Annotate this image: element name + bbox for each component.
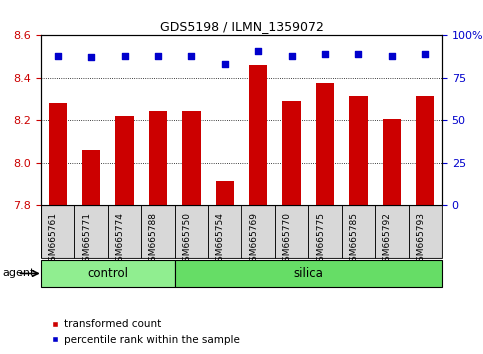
Text: GSM665792: GSM665792: [383, 212, 392, 267]
Point: [54, 53, 62, 59]
Bar: [242, 205, 275, 258]
Point: [288, 53, 296, 59]
Text: GSM665754: GSM665754: [216, 212, 225, 267]
Bar: [175, 205, 208, 258]
Bar: [115, 116, 134, 205]
Point: [388, 53, 396, 59]
Bar: [416, 96, 434, 205]
Bar: [208, 205, 242, 258]
Bar: [283, 101, 301, 205]
Point: [154, 53, 162, 59]
Point: [187, 53, 195, 59]
Bar: [383, 119, 401, 205]
Bar: [215, 181, 234, 205]
Point: [355, 51, 362, 57]
Text: silica: silica: [293, 267, 323, 280]
Bar: [316, 83, 334, 205]
Bar: [149, 111, 167, 205]
Bar: [82, 150, 100, 205]
Legend: transformed count, percentile rank within the sample: transformed count, percentile rank withi…: [46, 315, 244, 349]
Bar: [41, 260, 175, 287]
Text: GSM665793: GSM665793: [416, 212, 425, 267]
Title: GDS5198 / ILMN_1359072: GDS5198 / ILMN_1359072: [159, 20, 324, 33]
Bar: [409, 205, 442, 258]
Text: GSM665761: GSM665761: [49, 212, 58, 267]
Bar: [342, 205, 375, 258]
Text: GSM665785: GSM665785: [349, 212, 358, 267]
Point: [255, 48, 262, 53]
Text: agent: agent: [2, 268, 35, 279]
Bar: [49, 103, 67, 205]
Bar: [375, 205, 409, 258]
Text: GSM665770: GSM665770: [283, 212, 292, 267]
Bar: [182, 111, 200, 205]
Text: GSM665769: GSM665769: [249, 212, 258, 267]
Bar: [142, 205, 175, 258]
Point: [87, 55, 95, 60]
Point: [421, 51, 429, 57]
Point: [121, 53, 128, 59]
Point: [221, 62, 228, 67]
Text: GSM665750: GSM665750: [183, 212, 191, 267]
Bar: [74, 205, 108, 258]
Text: GSM665788: GSM665788: [149, 212, 158, 267]
Text: control: control: [87, 267, 128, 280]
Bar: [175, 260, 442, 287]
Bar: [249, 65, 268, 205]
Bar: [41, 205, 74, 258]
Bar: [308, 205, 342, 258]
Point: [321, 51, 329, 57]
Text: GSM665775: GSM665775: [316, 212, 325, 267]
Text: GSM665771: GSM665771: [82, 212, 91, 267]
Bar: [108, 205, 142, 258]
Bar: [349, 96, 368, 205]
Text: GSM665774: GSM665774: [115, 212, 125, 267]
Bar: [275, 205, 308, 258]
